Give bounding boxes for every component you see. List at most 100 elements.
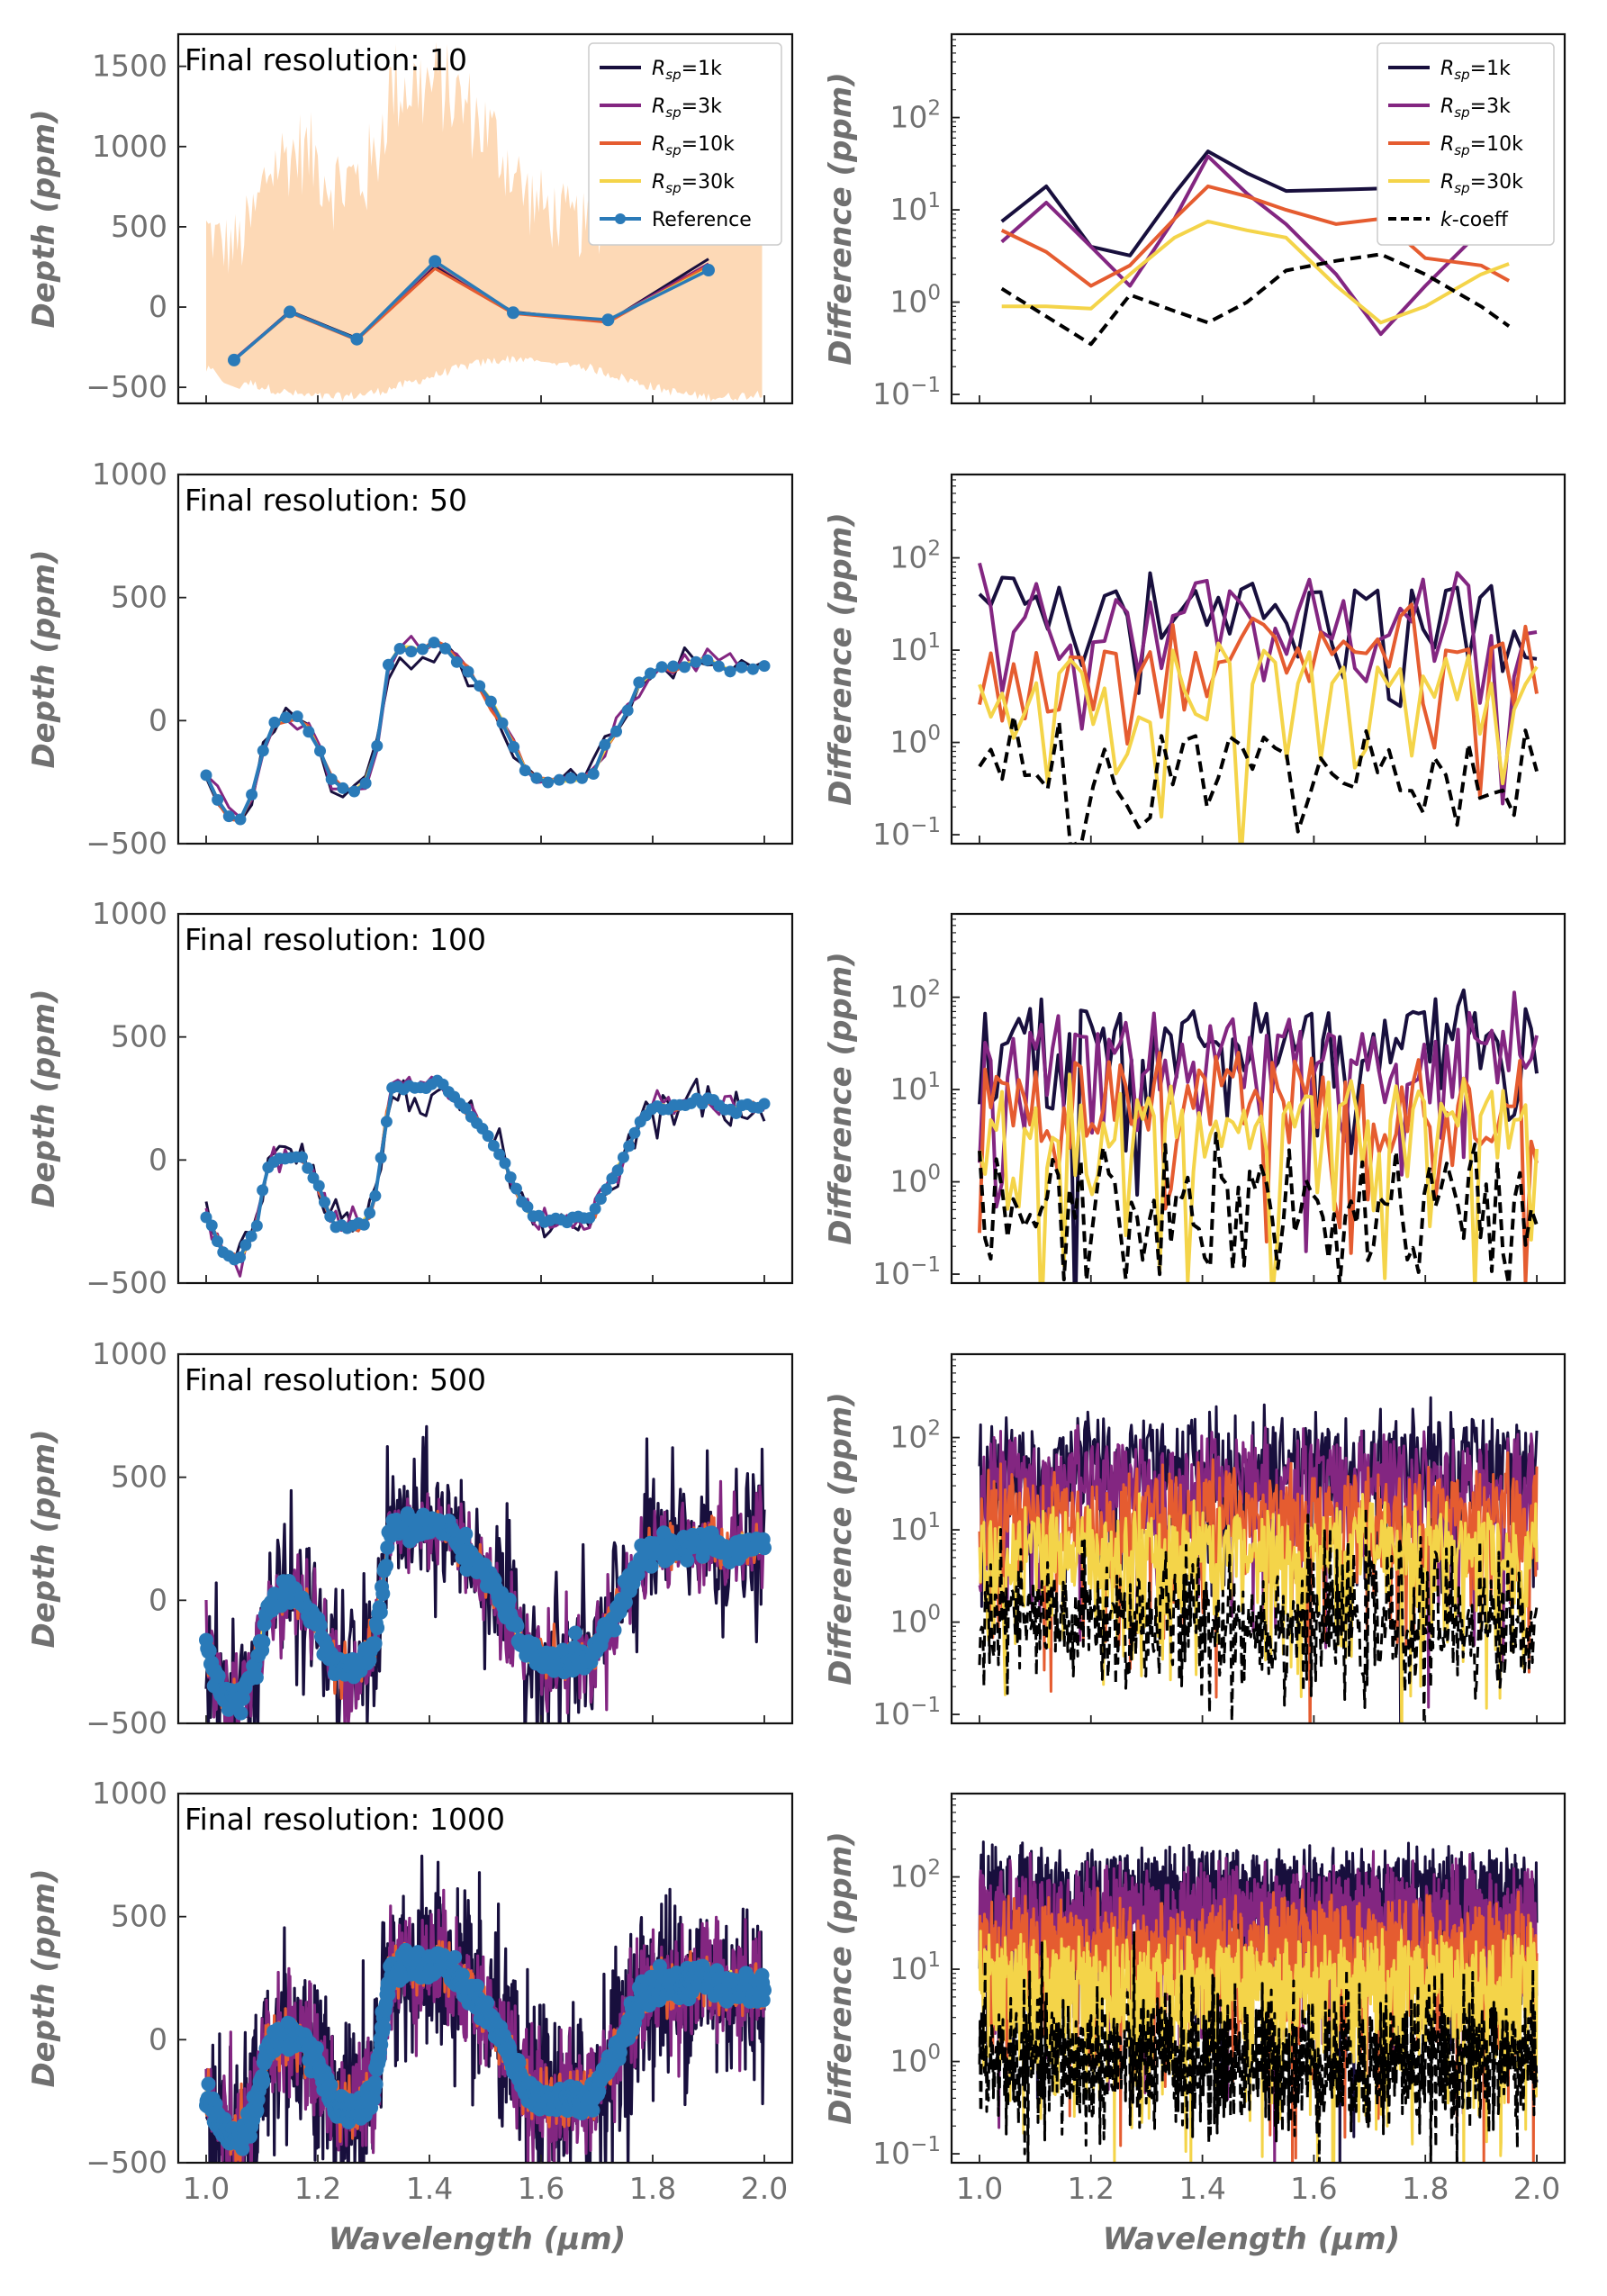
left-x-axis-label: Wavelength (μm) [329,2221,626,2257]
reference-point [757,1541,772,1556]
x-tick-label: 1.6 [518,2171,564,2206]
depth-frame [176,1352,794,1725]
reference-point [222,810,235,823]
y-tick-label: 101 [889,629,941,667]
difference-axis-label: Difference (ppm) [823,952,859,1245]
y-tick-label: 102 [889,977,941,1015]
y-tick-label: 0 [149,1142,167,1177]
reference-point [302,726,315,738]
depth-panel-100: −500 0 500 1000 Depth (ppm) Final resolution:… [26,896,794,1300]
legend-label-r30k: Rsp=30k [1440,171,1523,196]
reference-point [280,711,293,724]
difference-panel-1000: 1.0 1.2 1.4 1.6 1.8 2.0 10−1 100 101 102 Differenc… [823,1792,1566,2206]
y-tick-label: 1000 [92,129,167,164]
reference-point [510,1182,522,1195]
y-tick-label: 102 [889,538,941,575]
difference-data [978,1396,1539,1723]
panel-title: Final resolution: 1000 [185,1802,505,1837]
reference-point [583,1212,596,1225]
reference-point [617,1151,629,1163]
reference-point [245,1230,257,1243]
reference-point [519,764,531,777]
difference-panel-500: 10−1 100 101 102 Difference (ppm) [823,1352,1566,1731]
reference-point [499,1157,511,1170]
difference-line-r1k [978,988,1539,1283]
y-tick-label: −500 [86,1265,167,1300]
reference-point [200,1211,212,1224]
reference-point [312,1180,325,1192]
reference-point [607,1623,622,1638]
y-tick-label: 100 [889,1602,941,1640]
difference-line-r10k [1000,184,1511,288]
x-tick-label: 1.4 [406,2171,453,2206]
y-tick-label: 1000 [92,896,167,931]
legend-box [1377,42,1555,246]
depth-panel-10: −500 0 500 1000 1500 Depth (ppm) Final resolut… [26,32,794,404]
reference-point [496,717,509,729]
reference-point [202,1643,217,1659]
reference-point [256,1634,271,1650]
legend-label-r1k: Rsp=1k [652,58,722,83]
difference-line-kcoeff [1000,252,1511,347]
reference-point [746,663,759,675]
y-tick-label: 10−1 [872,374,941,411]
legend-label-r30k: Rsp=30k [652,171,735,196]
y-tick-label: 0 [149,1582,167,1617]
reference-point [510,1618,525,1633]
reference-point [724,665,736,678]
reference-point [644,1559,659,1574]
y-tick-label: 101 [889,189,941,227]
reference-point [568,1625,583,1641]
reference-point [380,1540,395,1555]
reference-point [644,667,656,680]
reference-point [379,1559,394,1574]
difference-line-r30k [978,1492,1539,1723]
y-tick-label: 102 [889,1417,941,1455]
difference-line-r30k [978,641,1539,844]
reference-point [371,739,384,752]
reference-point [380,1116,393,1128]
reference-point [599,738,611,751]
reference-point [364,1207,376,1219]
depth-panel-500: −500 0 500 1000 Depth (ppm) Final resolution:… [26,1336,794,1740]
difference-data [978,988,1539,1283]
legend-box [588,42,782,246]
reference-point [211,1668,226,1684]
difference-line-r1k [978,571,1538,709]
reference-point [601,313,615,327]
depth-axis-label: Depth (ppm) [26,989,62,1207]
panel-title: Final resolution: 50 [185,483,467,518]
reference-point [370,1620,385,1635]
difference-axis-label: Difference (ppm) [823,1392,859,1686]
reference-point [256,2073,271,2088]
reference-point [337,782,349,794]
reference-point [610,725,623,737]
reference-point [600,1183,613,1196]
reference-point [585,2102,600,2118]
difference-data [978,562,1539,844]
reference-point [325,773,338,785]
x-tick-label: 2.0 [741,2171,788,2206]
reference-point [508,741,520,754]
y-tick-label: 0 [149,702,167,737]
depth-axis-label: Depth (ppm) [26,1429,62,1648]
difference-line-r30k [1001,219,1510,325]
reference-point [712,660,725,673]
reference-point [482,1130,494,1143]
reference-point [257,1184,269,1197]
legend: Rsp=1k Rsp=3k Rsp=10k Rsp=30k k-coeff [1377,42,1555,246]
y-tick-label: 100 [889,1162,941,1199]
legend-marker [615,213,626,224]
y-tick-label: 500 [111,1460,167,1495]
reference-point [474,680,486,692]
y-tick-label: −500 [86,2145,167,2180]
reference-point [623,1140,636,1153]
reference-point [314,745,327,757]
reference-point [655,661,668,673]
y-tick-label: −500 [86,826,167,861]
difference-line-r10k [978,1886,1539,2163]
y-tick-label: 10−1 [872,2133,941,2171]
reference-point [618,1595,633,1610]
reference-point [470,1978,485,1993]
